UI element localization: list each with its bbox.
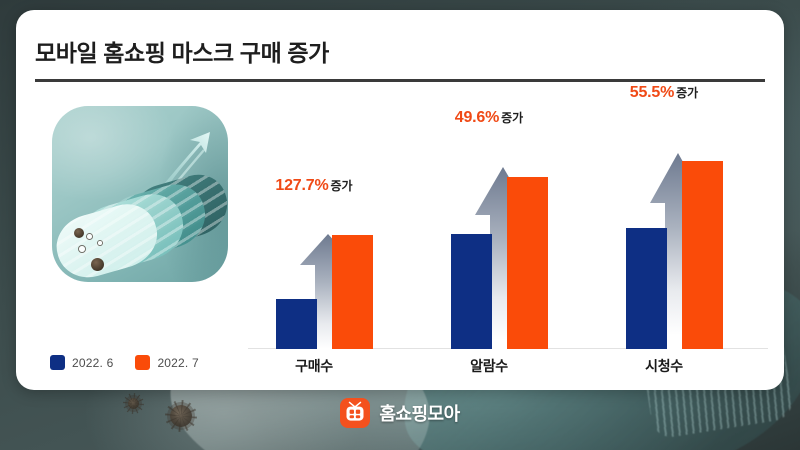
bar-group: 127.7% 증가 구매수: [254, 94, 374, 374]
bar-group: 49.6% 증가 알람수: [429, 94, 549, 374]
bar-2022-07: [332, 235, 373, 349]
bar-group: 55.5% 증가 시청수: [604, 84, 724, 374]
brand-name: 홈쇼핑모아: [379, 404, 460, 424]
legend-label: 2022. 6: [72, 355, 114, 370]
growth-suffix: 증가: [501, 111, 524, 125]
category-label: 구매수: [295, 358, 333, 374]
bar-2022-06: [451, 234, 492, 349]
virus-particle: [79, 246, 85, 252]
bar-chart: 127.7% 증가 구매수: [248, 84, 768, 374]
bar-2022-06: [276, 299, 317, 349]
virus-particle: [74, 228, 84, 238]
legend-item-2022-07[interactable]: 2022. 7: [135, 355, 199, 370]
legend-item-2022-06[interactable]: 2022. 6: [50, 355, 113, 370]
bar-2022-07: [682, 161, 723, 349]
title-divider: [35, 79, 765, 82]
surgical-mask-illustration: [52, 106, 228, 282]
category-label: 시청수: [645, 358, 683, 374]
background-virus-particle: [123, 393, 144, 414]
growth-annotation: 55.5% 증가: [604, 84, 724, 102]
growth-value: 127.7%: [275, 177, 329, 194]
legend-label: 2022. 7: [157, 355, 199, 370]
bar-2022-07: [507, 177, 548, 349]
growth-value: 49.6%: [454, 109, 500, 126]
legend-swatch-orange: [135, 355, 151, 370]
growth-suffix: 증가: [330, 179, 353, 193]
background-virus-particle: [165, 400, 197, 432]
growth-annotation: 127.7% 증가: [254, 177, 374, 195]
page-title: 모바일 홈쇼핑 마스크 구매 증가: [35, 40, 329, 66]
growth-annotation: 49.6% 증가: [429, 109, 549, 127]
mask-layers: [52, 167, 228, 282]
tv-icon: [340, 398, 371, 428]
chart-legend: 2022. 6 2022. 7: [50, 355, 199, 370]
content-card: 모바일 홈쇼핑 마스크 구매 증가: [16, 10, 784, 390]
category-label: 알람수: [470, 358, 508, 374]
virus-particle: [98, 241, 102, 245]
growth-suffix: 증가: [676, 86, 699, 100]
legend-swatch-navy: [50, 355, 65, 370]
bar-2022-06: [626, 228, 667, 349]
virus-particle: [91, 258, 104, 271]
brand-footer[interactable]: 홈쇼핑모아: [0, 398, 800, 428]
virus-particle: [87, 234, 92, 239]
growth-value: 55.5%: [629, 84, 675, 101]
